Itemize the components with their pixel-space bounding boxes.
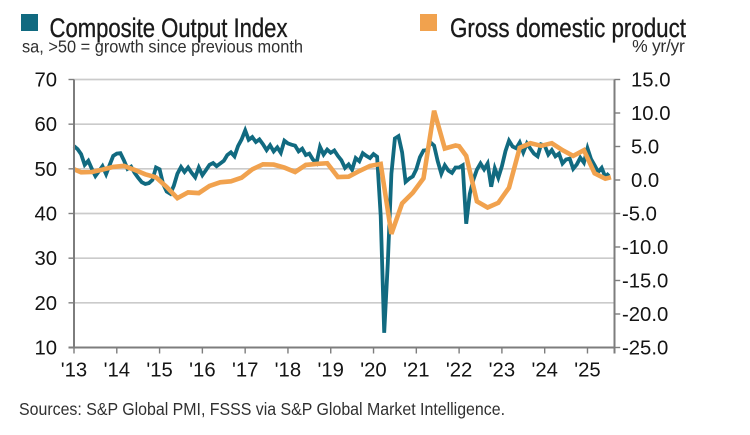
svg-text:'14: '14 (104, 360, 130, 382)
svg-text:10: 10 (34, 338, 57, 360)
svg-text:-15.0: -15.0 (622, 271, 668, 293)
svg-text:'22: '22 (446, 360, 472, 382)
svg-text:70: 70 (34, 70, 57, 92)
svg-text:50: 50 (34, 159, 57, 181)
svg-text:'13: '13 (61, 360, 87, 382)
svg-text:'21: '21 (403, 360, 429, 382)
svg-text:60: 60 (34, 114, 57, 136)
svg-text:15.0: 15.0 (631, 70, 670, 92)
svg-text:'25: '25 (574, 360, 600, 382)
svg-text:Composite Output Index: Composite Output Index (50, 13, 288, 43)
svg-text:10.0: 10.0 (631, 103, 670, 125)
svg-text:% yr/yr: % yr/yr (632, 36, 685, 56)
svg-text:'23: '23 (489, 360, 515, 382)
svg-text:-5.0: -5.0 (622, 204, 657, 226)
svg-text:'17: '17 (232, 360, 258, 382)
svg-text:'18: '18 (275, 360, 301, 382)
svg-text:sa, >50 = growth since previou: sa, >50 = growth since previous month (22, 37, 303, 57)
svg-text:30: 30 (34, 248, 57, 270)
svg-text:'20: '20 (360, 360, 386, 382)
svg-text:'19: '19 (317, 360, 343, 382)
svg-text:20: 20 (34, 293, 57, 315)
svg-text:'16: '16 (189, 360, 215, 382)
svg-text:-20.0: -20.0 (622, 304, 668, 326)
svg-text:5.0: 5.0 (631, 137, 659, 159)
svg-text:-10.0: -10.0 (622, 237, 668, 259)
svg-text:40: 40 (34, 204, 57, 226)
svg-text:Gross domestic product: Gross domestic product (450, 13, 686, 43)
svg-text:'24: '24 (531, 360, 557, 382)
svg-text:0.0: 0.0 (631, 170, 659, 192)
svg-text:Sources: S&P Global PMI, FSSS: Sources: S&P Global PMI, FSSS via S&P Gl… (19, 399, 505, 419)
svg-text:'15: '15 (146, 360, 172, 382)
svg-text:-25.0: -25.0 (622, 338, 668, 360)
